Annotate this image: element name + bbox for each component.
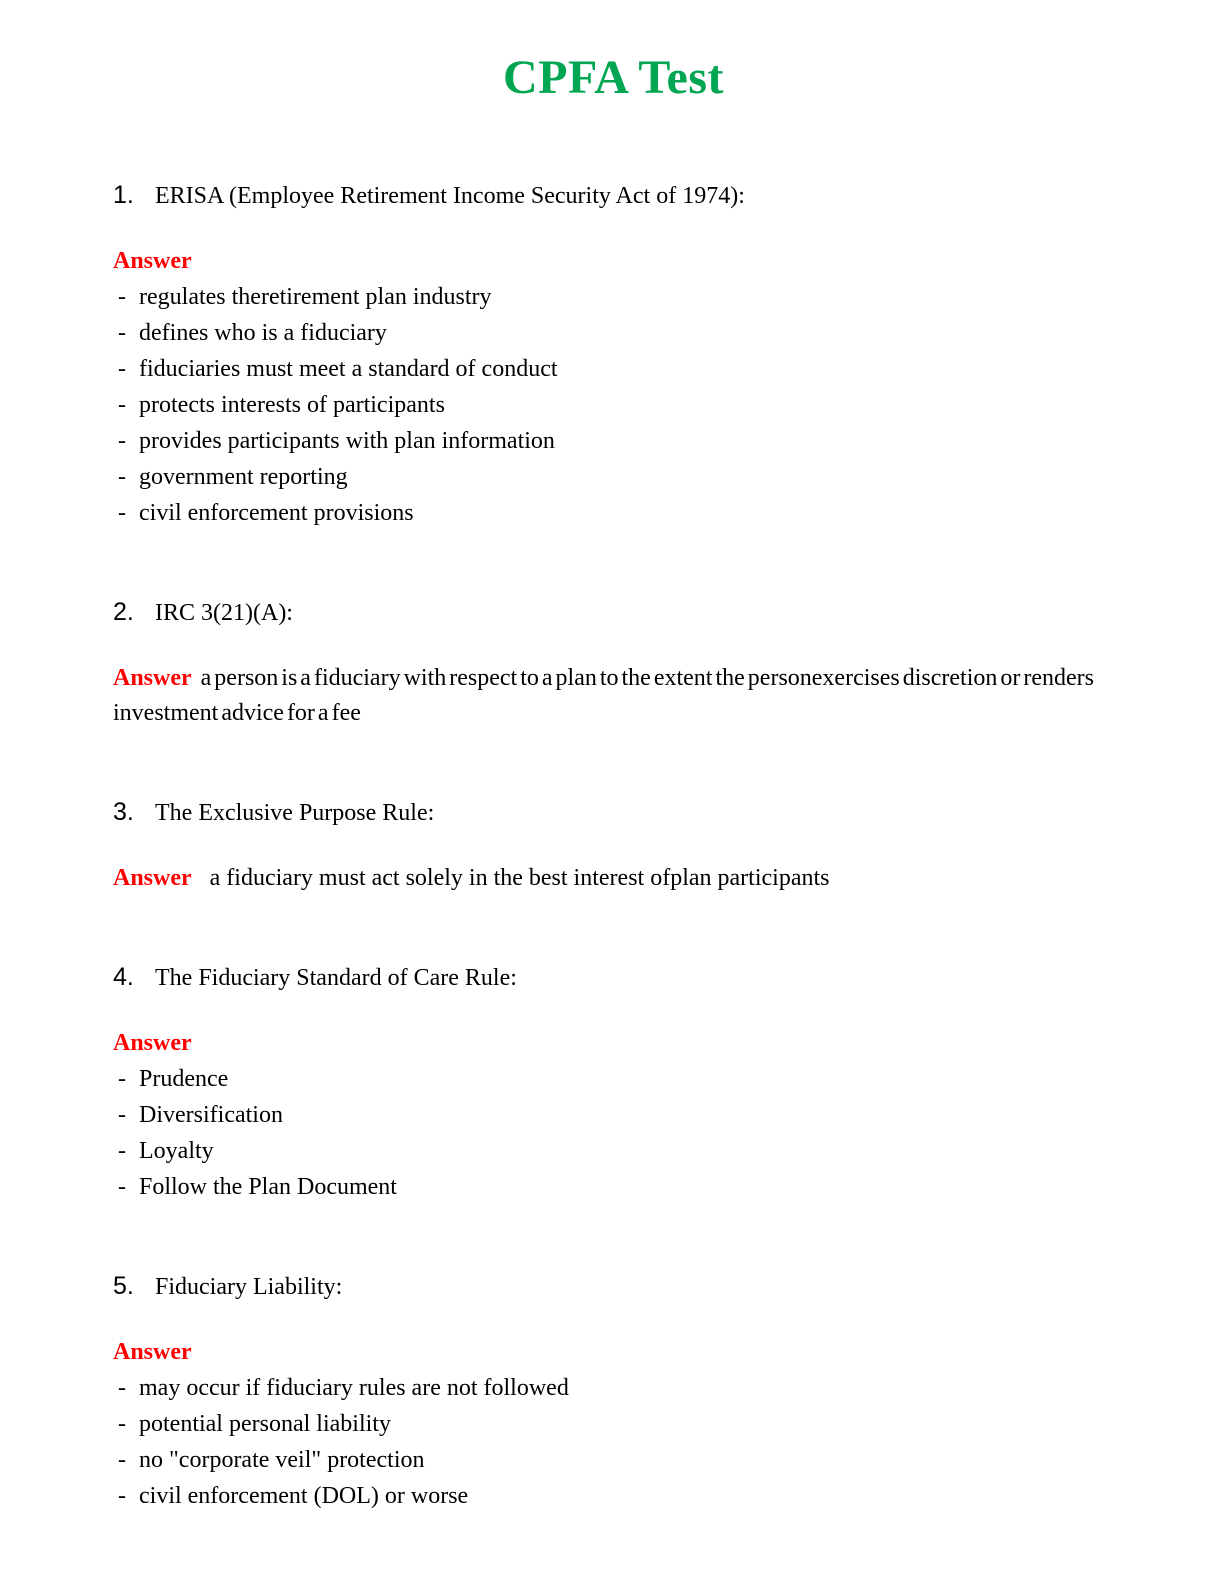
list-item-text: civil enforcement provisions: [139, 500, 414, 526]
bullet-dash: -: [118, 320, 126, 346]
list-item: - Prudence: [113, 1061, 1114, 1097]
page-title: CPFA Test: [503, 51, 724, 104]
list-item: - civil enforcement provisions: [113, 495, 1114, 531]
bullet-dash: -: [118, 1174, 126, 1200]
list-item: - government reporting: [113, 459, 1114, 495]
answer-label: Answer: [113, 248, 192, 274]
question-number: 3.: [113, 798, 134, 826]
question-heading: 4. The Fiduciary Standard of Care Rule:: [113, 960, 1114, 996]
list-item: - defines who is a fiduciary: [113, 315, 1114, 351]
bullet-dash: -: [118, 1138, 126, 1164]
list-item: - Follow the Plan Document: [113, 1169, 1114, 1205]
answer-list: - regulates theretirement plan industry -…: [113, 279, 1114, 531]
question-block-4: 4. The Fiduciary Standard of Care Rule: A…: [113, 960, 1114, 1205]
list-item-text: Prudence: [139, 1066, 229, 1092]
answer-text: a fiduciary must act solely in the best …: [209, 865, 830, 891]
list-item: - protects interests of participants: [113, 387, 1114, 423]
list-item-text: may occur if fiduciary rules are not fol…: [139, 1375, 569, 1401]
list-item-text: defines who is a fiduciary: [139, 320, 387, 346]
list-item: - potential personal liability: [113, 1406, 1114, 1442]
question-block-3: 3. The Exclusive Purpose Rule: Answer a fi…: [113, 795, 1114, 896]
list-item-text: protects interests of participants: [139, 392, 445, 418]
question-text: IRC 3(21)(A):: [155, 600, 293, 626]
question-number: 5.: [113, 1272, 134, 1300]
list-item-text: fiduciaries must meet a standard of cond…: [139, 356, 558, 382]
question-text: ERISA (Employee Retirement Income Securi…: [155, 183, 745, 209]
answer-section: Answer - Prudence - Diversification - Loyal…: [113, 1026, 1114, 1205]
question-block-1: 1. ERISA (Employee Retirement Income Secu…: [113, 178, 1114, 531]
list-item-text: civil enforcement (DOL) or worse: [139, 1483, 469, 1509]
question-number: 2.: [113, 598, 134, 626]
question-heading: 1. ERISA (Employee Retirement Income Secu…: [113, 178, 1114, 214]
list-item-text: provides participants with plan informat…: [139, 428, 555, 454]
answer-section: Answer - regulates theretirement plan ind…: [113, 244, 1114, 531]
list-item: - civil enforcement (DOL) or worse: [113, 1478, 1114, 1514]
question-text: The Exclusive Purpose Rule:: [155, 800, 435, 826]
answer-section: Answer a fiduciary must act solely in the…: [113, 861, 1114, 896]
question-block-2: 2. IRC 3(21)(A): Answer a person is a fidu…: [113, 595, 1114, 731]
bullet-dash: -: [118, 356, 126, 382]
list-item: - regulates theretirement plan industry: [113, 279, 1114, 315]
bullet-dash: -: [118, 1447, 126, 1473]
question-heading: 3. The Exclusive Purpose Rule:: [113, 795, 1114, 831]
list-item: - fiduciaries must meet a standard of con…: [113, 351, 1114, 387]
question-text: Fiduciary Liability:: [155, 1274, 343, 1300]
list-item-text: Diversification: [139, 1102, 283, 1128]
question-number: 1.: [113, 181, 134, 209]
bullet-dash: -: [118, 1066, 126, 1092]
answer-section: Answer - may occur if fiduciary rules are…: [113, 1335, 1114, 1514]
list-item-text: no "corporate veil" protection: [139, 1447, 425, 1473]
list-item-text: Follow the Plan Document: [139, 1174, 397, 1200]
list-item: - Loyalty: [113, 1133, 1114, 1169]
list-item: - may occur if fiduciary rules are not fo…: [113, 1370, 1114, 1406]
question-heading: 5. Fiduciary Liability:: [113, 1269, 1114, 1305]
bullet-dash: -: [118, 428, 126, 454]
list-item: - provides participants with plan informa…: [113, 423, 1114, 459]
bullet-dash: -: [118, 284, 126, 310]
list-item-text: Loyalty: [139, 1138, 214, 1164]
question-number: 4.: [113, 963, 134, 991]
list-item: - Diversification: [113, 1097, 1114, 1133]
bullet-dash: -: [118, 1375, 126, 1401]
bullet-dash: -: [118, 1411, 126, 1437]
answer-list: - Prudence - Diversification - Loyalty - Fol…: [113, 1061, 1114, 1205]
answer-label: Answer: [113, 1339, 192, 1365]
bullet-dash: -: [118, 464, 126, 490]
answer-section: Answer a person is a fiduciary with respe…: [113, 661, 1114, 731]
answer-label: Answer: [113, 665, 192, 691]
answer-text: a person is a fiduciary with respect to …: [113, 665, 1094, 726]
list-item-text: government reporting: [139, 464, 348, 490]
bullet-dash: -: [118, 500, 126, 526]
answer-label: Answer: [113, 1030, 192, 1056]
list-item-text: regulates theretirement plan industry: [139, 284, 492, 310]
bullet-dash: -: [118, 1483, 126, 1509]
question-text: The Fiduciary Standard of Care Rule:: [155, 965, 517, 991]
question-block-5: 5. Fiduciary Liability: Answer - may occur…: [113, 1269, 1114, 1514]
list-item-text: potential personal liability: [139, 1411, 391, 1437]
question-heading: 2. IRC 3(21)(A):: [113, 595, 1114, 631]
answer-list: - may occur if fiduciary rules are not fo…: [113, 1370, 1114, 1514]
bullet-dash: -: [118, 392, 126, 418]
answer-label: Answer: [113, 865, 192, 891]
list-item: - no "corporate veil" protection: [113, 1442, 1114, 1478]
bullet-dash: -: [118, 1102, 126, 1128]
